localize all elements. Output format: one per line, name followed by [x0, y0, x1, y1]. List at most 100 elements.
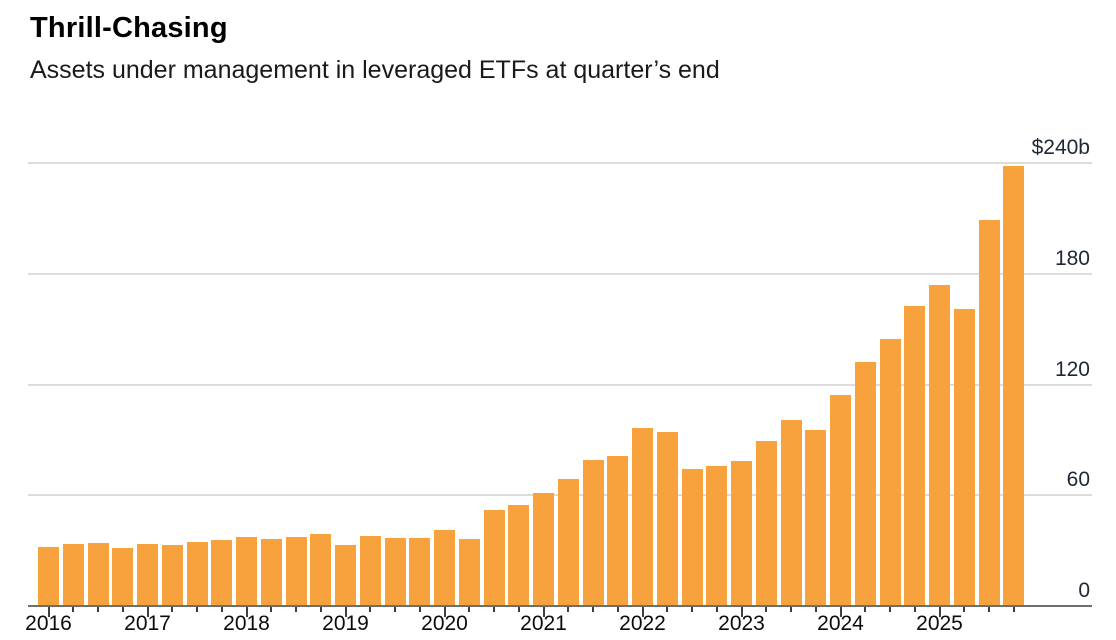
- bar-2023-q3: [805, 429, 827, 606]
- x-axis-year-tick: [938, 607, 941, 617]
- bar-2019-q2: [384, 537, 406, 606]
- bar-2018-q2: [285, 536, 307, 606]
- bar-2018-q4: [335, 545, 356, 606]
- x-axis-year-tick: [740, 607, 743, 617]
- x-axis-year-label: 2017: [124, 612, 171, 635]
- bar-2025-q2: [978, 220, 1000, 606]
- bar-2022-q4: [731, 461, 752, 606]
- bar-2022-q3: [706, 465, 728, 606]
- x-axis-quarter-tick: [220, 607, 223, 612]
- x-axis-year-label: 2019: [322, 612, 369, 635]
- bar-2024-q4: [929, 284, 950, 606]
- x-axis-year-label: 2020: [421, 612, 468, 635]
- x-axis-quarter-tick: [493, 607, 495, 612]
- bar-2025-q3: [1003, 165, 1025, 606]
- bar-2016-q3: [112, 547, 134, 606]
- chart-subtitle: Assets under management in leveraged ETF…: [30, 56, 720, 84]
- x-axis-year-label: 2021: [520, 612, 567, 635]
- x-axis-quarter-tick: [295, 607, 297, 612]
- y-axis-tick-label: 60: [1066, 468, 1090, 492]
- x-axis-year-label: 2024: [817, 612, 864, 635]
- bar-2024-q3: [904, 306, 926, 606]
- x-axis-quarter-tick: [765, 607, 768, 612]
- x-axis-quarter-tick: [517, 607, 520, 612]
- bar-2022-q1: [656, 431, 678, 606]
- bar-2020-q4: [533, 492, 554, 606]
- bar-2015-q4: [38, 546, 59, 606]
- x-axis-quarter-tick: [814, 607, 817, 612]
- bar-2023-q2: [780, 419, 802, 606]
- x-axis-quarter-tick: [790, 607, 792, 612]
- bar-2024-q2: [879, 339, 901, 606]
- x-axis-year-tick: [542, 607, 545, 617]
- y-axis-tick-label: 180: [1054, 246, 1090, 270]
- x-axis-year-tick: [245, 607, 248, 617]
- x-axis-quarter-tick: [889, 607, 891, 612]
- x-axis-year-label: 2023: [718, 612, 765, 635]
- x-axis-line: [28, 605, 1092, 607]
- x-axis-quarter-tick: [121, 607, 124, 612]
- x-axis-quarter-tick: [666, 607, 669, 612]
- x-axis-quarter-tick: [418, 607, 421, 612]
- bar-2020-q2: [483, 510, 505, 606]
- bar-2016-q1: [62, 544, 84, 606]
- gridline-240: [28, 162, 1092, 165]
- y-axis-tick-label: 120: [1054, 357, 1090, 381]
- x-axis-quarter-tick: [592, 607, 594, 612]
- bar-2023-q1: [755, 440, 777, 606]
- bar-2019-q3: [409, 537, 431, 606]
- y-axis-tick-label: $240b: [1031, 136, 1090, 160]
- x-axis-year-tick: [641, 607, 644, 617]
- x-axis-quarter-tick: [616, 607, 619, 612]
- bar-2021-q3: [607, 455, 629, 606]
- x-axis-quarter-tick: [394, 607, 396, 612]
- gridline-180: [28, 272, 1092, 275]
- bar-2021-q2: [582, 460, 604, 606]
- x-axis-quarter-tick: [468, 607, 471, 612]
- x-axis-year-tick: [146, 607, 149, 617]
- x-axis-quarter-tick: [369, 607, 372, 612]
- bar-2023-q4: [830, 394, 851, 606]
- x-axis-quarter-tick: [270, 607, 273, 612]
- bar-2018-q3: [310, 534, 332, 606]
- bar-2025-q1: [953, 308, 975, 606]
- bar-2017-q3: [211, 539, 233, 606]
- x-axis-year-label: 2016: [25, 612, 72, 635]
- gridline-120: [28, 383, 1092, 386]
- x-axis-quarter-tick: [1012, 607, 1015, 612]
- bar-2017-q1: [161, 545, 183, 606]
- x-axis-quarter-tick: [567, 607, 570, 612]
- x-axis-quarter-tick: [196, 607, 198, 612]
- chart-title: Thrill-Chasing: [30, 12, 228, 44]
- x-axis-quarter-tick: [72, 607, 75, 612]
- bar-2020-q1: [458, 538, 480, 606]
- bar-2021-q1: [557, 478, 579, 606]
- x-axis-quarter-tick: [864, 607, 867, 612]
- bar-2019-q1: [359, 535, 381, 606]
- x-axis-quarter-tick: [988, 607, 990, 612]
- bar-2016-q2: [87, 543, 109, 606]
- bar-2024-q1: [854, 362, 876, 606]
- x-axis-year-label: 2022: [619, 612, 666, 635]
- x-axis-quarter-tick: [171, 607, 174, 612]
- x-axis-year-tick: [443, 607, 446, 617]
- x-axis-quarter-tick: [691, 607, 693, 612]
- bar-2017-q4: [236, 536, 257, 606]
- bar-2017-q2: [186, 542, 208, 606]
- bar-2020-q3: [508, 504, 530, 606]
- x-axis-quarter-tick: [913, 607, 916, 612]
- bar-2021-q4: [632, 427, 653, 606]
- x-axis-year-tick: [47, 607, 50, 617]
- x-axis-quarter-tick: [715, 607, 718, 612]
- x-axis-quarter-tick: [319, 607, 322, 612]
- x-axis-quarter-tick: [97, 607, 99, 612]
- x-axis-year-tick: [839, 607, 842, 617]
- x-axis-year-label: 2018: [223, 612, 270, 635]
- bar-2016-q4: [137, 544, 158, 606]
- x-axis-year-tick: [344, 607, 347, 617]
- bar-2022-q2: [681, 468, 703, 606]
- y-axis-tick-label: 0: [1078, 579, 1090, 602]
- x-axis-year-label: 2025: [916, 612, 963, 635]
